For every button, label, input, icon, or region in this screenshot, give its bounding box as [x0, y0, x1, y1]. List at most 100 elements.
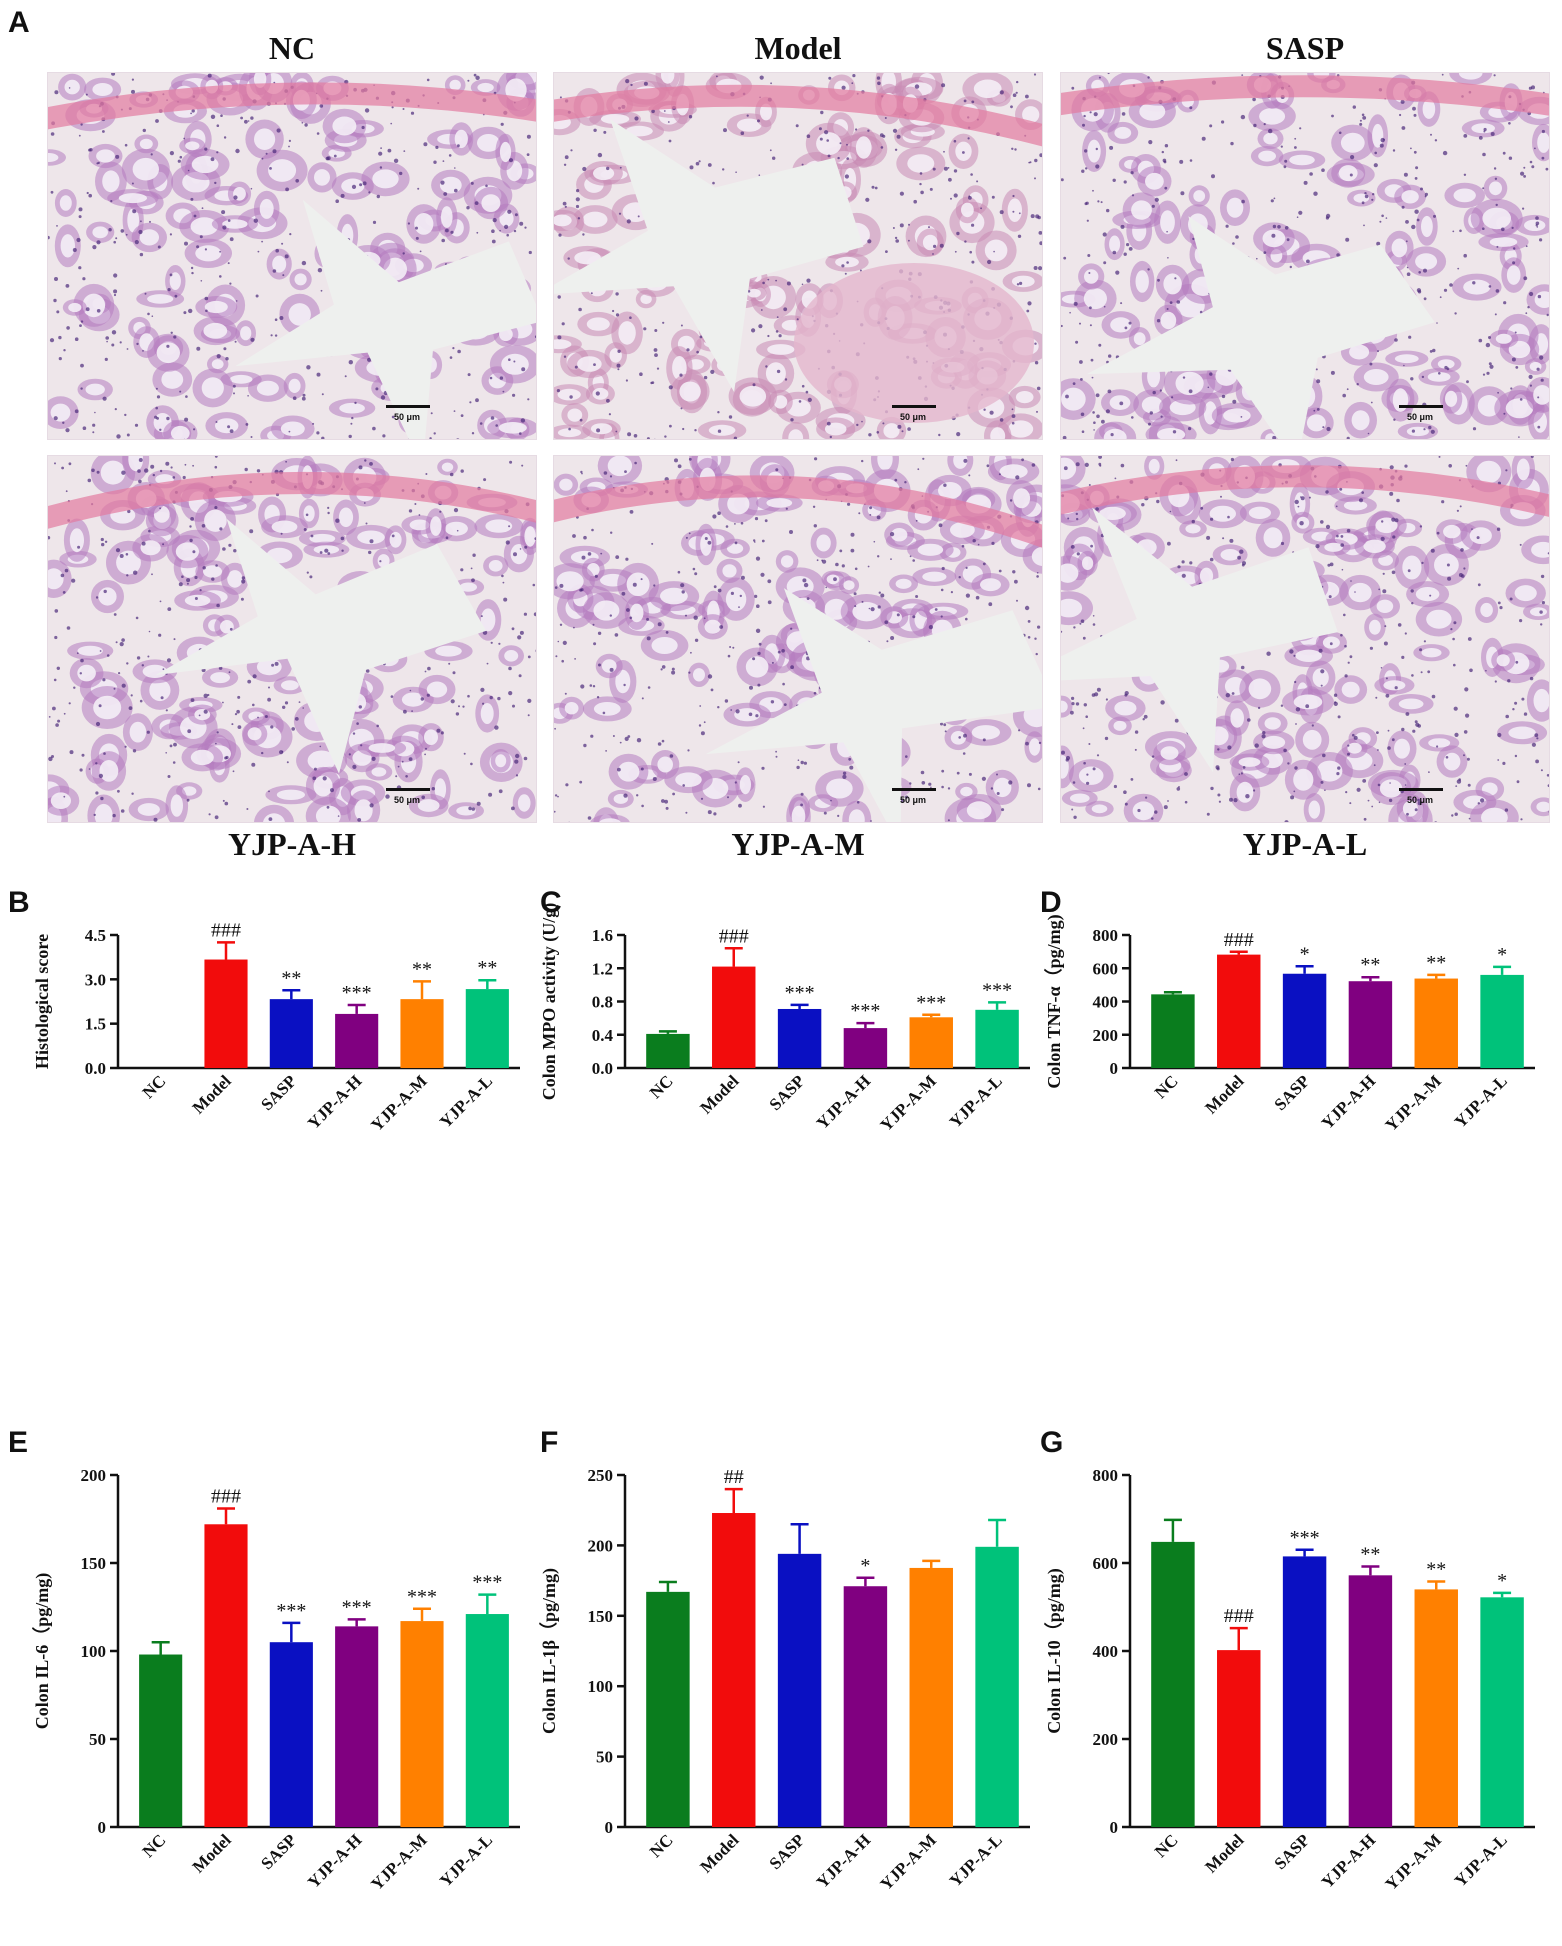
bar-model — [1217, 954, 1261, 1068]
y-tick-label: 50 — [596, 1748, 613, 1767]
x-tick-label: SASP — [257, 1071, 300, 1114]
significance-label: *** — [342, 1596, 372, 1618]
bar-yjp-a-h — [1348, 981, 1393, 1068]
y-tick-label: 150 — [81, 1554, 107, 1573]
bar-yjp-a-l — [465, 989, 509, 1068]
x-tick-label: NC — [1151, 1830, 1182, 1861]
significance-label: *** — [276, 1600, 306, 1622]
y-tick-label: 600 — [1093, 1554, 1119, 1573]
histology-label-nc: NC — [268, 30, 316, 66]
y-tick-label: 1.2 — [592, 959, 613, 978]
bar-model — [712, 1513, 756, 1827]
significance-label: *** — [785, 982, 815, 1004]
x-tick-label: YJP-A-H — [813, 1830, 875, 1892]
x-tick-label: SASP — [766, 1830, 809, 1873]
bar-sasp — [269, 999, 313, 1068]
y-axis-label: Histological score — [32, 934, 52, 1069]
histology-label-yjp-a-h: YJP-A-H — [228, 826, 356, 862]
bar-nc — [646, 1591, 690, 1827]
y-tick-label: 200 — [1093, 1730, 1119, 1749]
histology-image-yjp-a-m: 50 μm — [553, 455, 1043, 823]
y-tick-label: 1.5 — [85, 1015, 106, 1034]
y-tick-label: 150 — [588, 1607, 614, 1626]
x-tick-label: YJP-A-L — [1451, 1071, 1511, 1131]
significance-label: *** — [916, 992, 946, 1014]
significance-label: *** — [850, 1000, 880, 1022]
significance-label: *** — [982, 979, 1012, 1001]
x-tick-label: Model — [696, 1830, 742, 1876]
x-tick-label: Model — [189, 1830, 235, 1876]
y-tick-label: 1.6 — [592, 926, 613, 945]
y-tick-label: 100 — [81, 1642, 107, 1661]
bar-sasp — [269, 1642, 313, 1827]
x-tick-label: YJP-A-M — [877, 1830, 941, 1894]
x-tick-label: YJP-A-H — [813, 1071, 875, 1133]
significance-label: * — [1497, 1570, 1507, 1592]
panel-letter-f: F — [540, 1426, 558, 1459]
bar-yjp-a-m — [1414, 1589, 1458, 1827]
bar-yjp-a-m — [1414, 978, 1458, 1068]
bar-nc — [1151, 1541, 1195, 1827]
bar-yjp-a-m — [909, 1017, 953, 1068]
x-tick-label: YJP-A-L — [436, 1071, 496, 1131]
x-tick-label: SASP — [766, 1071, 809, 1114]
histology-image-yjp-a-l: 50 μm — [1060, 455, 1550, 823]
y-tick-label: 800 — [1093, 1466, 1119, 1485]
significance-label: * — [1300, 943, 1310, 965]
y-tick-label: 0.0 — [85, 1059, 106, 1078]
histology-label-yjp-a-m: YJP-A-M — [731, 826, 865, 862]
bar-yjp-a-l — [1480, 1597, 1524, 1827]
significance-label: ### — [1224, 929, 1254, 951]
significance-label: * — [860, 1555, 870, 1577]
bar-model — [712, 966, 756, 1068]
x-tick-label: YJP-A-L — [436, 1830, 496, 1890]
bar-yjp-a-h — [335, 1013, 379, 1068]
y-axis-label: Colon IL-10（pg/mg) — [1044, 1568, 1065, 1734]
histology-image-nc: 50 μm — [47, 72, 537, 440]
y-tick-label: 100 — [588, 1677, 614, 1696]
x-tick-label: YJP-A-H — [304, 1071, 366, 1133]
bar-yjp-a-l — [1480, 974, 1524, 1068]
significance-label: ** — [1360, 1544, 1380, 1566]
significance-label: ** — [477, 957, 497, 979]
bar-nc — [139, 1654, 183, 1827]
y-tick-label: 200 — [588, 1536, 614, 1555]
x-tick-label: Model — [696, 1071, 742, 1117]
bar-yjp-a-h — [335, 1626, 379, 1827]
bar-yjp-a-l — [975, 1009, 1019, 1068]
y-axis-label: Colon IL-6（pg/mg) — [32, 1573, 53, 1730]
histology-label-yjp-a-l: YJP-A-L — [1242, 826, 1368, 862]
x-tick-label: YJP-A-L — [1451, 1830, 1511, 1890]
y-tick-label: 600 — [1093, 959, 1119, 978]
x-tick-label: YJP-A-H — [1318, 1830, 1380, 1892]
x-tick-label: YJP-A-L — [946, 1830, 1006, 1890]
y-axis-label: Colon MPO activity (U/g) — [539, 903, 560, 1100]
bar-model — [1217, 1650, 1261, 1827]
panel-letter-e: E — [8, 1426, 28, 1459]
bar-yjp-a-h — [843, 1586, 888, 1827]
y-tick-label: 0.8 — [592, 993, 613, 1012]
y-tick-label: 250 — [588, 1466, 614, 1485]
bar-nc — [1151, 994, 1195, 1068]
svg-text:50 μm: 50 μm — [1407, 412, 1433, 422]
y-tick-label: 0.0 — [592, 1059, 613, 1078]
y-tick-label: 50 — [89, 1730, 106, 1749]
svg-text:50 μm: 50 μm — [394, 412, 420, 422]
bar-sasp — [1282, 1556, 1327, 1827]
y-axis-label: Colon IL-1β（pg/mg) — [539, 1568, 560, 1734]
x-tick-label: YJP-A-H — [1318, 1071, 1380, 1133]
bar-yjp-a-m — [400, 1621, 444, 1827]
significance-label: *** — [342, 982, 372, 1004]
panel-letter-a: A — [8, 6, 30, 39]
svg-text:50 μm: 50 μm — [394, 795, 420, 805]
x-tick-label: Model — [189, 1071, 235, 1117]
bar-nc — [646, 1033, 690, 1068]
x-tick-label: SASP — [1271, 1830, 1314, 1873]
x-tick-label: NC — [139, 1830, 170, 1861]
bar-yjp-a-m — [909, 1567, 953, 1827]
significance-label: ### — [1224, 1605, 1254, 1627]
y-tick-label: 400 — [1093, 1642, 1119, 1661]
bar-sasp — [1282, 973, 1327, 1068]
bar-yjp-a-l — [465, 1614, 509, 1827]
svg-text:50 μm: 50 μm — [900, 412, 926, 422]
